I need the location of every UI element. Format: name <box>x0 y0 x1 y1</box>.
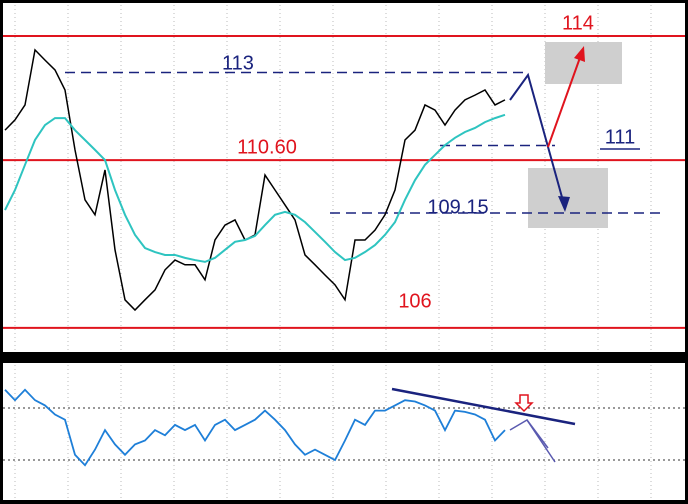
arrow-head <box>558 196 570 212</box>
level-label: 114 <box>562 12 594 34</box>
level-label: 109.15 <box>427 196 488 218</box>
arrow-head <box>574 46 585 62</box>
price-line <box>4 113 506 263</box>
level-label: 113 <box>222 52 254 74</box>
level-label: 111 <box>605 126 635 148</box>
level-label: 110.60 <box>237 136 297 158</box>
trend-line <box>391 387 576 426</box>
signal-arrow <box>514 394 534 413</box>
rsi-panel <box>3 363 685 500</box>
rsi-forecast <box>526 419 549 449</box>
level-label: 106 <box>398 290 431 312</box>
forecast-arrow <box>547 51 583 148</box>
forecast-arrow <box>509 72 566 209</box>
rsi-line <box>4 388 506 467</box>
